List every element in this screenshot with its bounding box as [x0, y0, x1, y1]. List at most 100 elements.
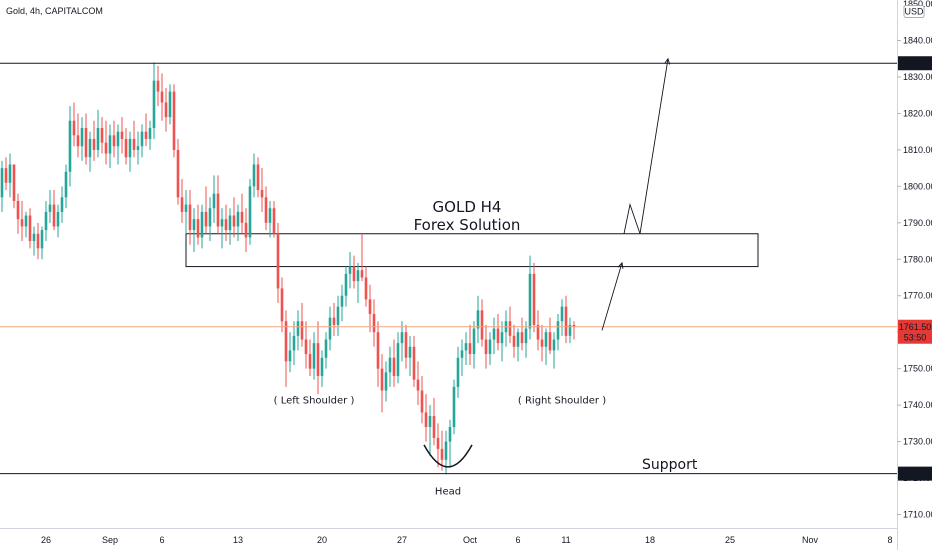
candle[interactable]: [532, 262, 536, 333]
candle[interactable]: [368, 284, 372, 333]
candle[interactable]: [232, 197, 236, 238]
candle[interactable]: [484, 324, 488, 369]
candle[interactable]: [108, 124, 112, 169]
candle[interactable]: [164, 87, 168, 132]
candle[interactable]: [8, 153, 12, 198]
candle[interactable]: [248, 179, 252, 245]
candle[interactable]: [208, 197, 212, 242]
candle[interactable]: [80, 117, 84, 161]
candle[interactable]: [324, 332, 328, 369]
candle[interactable]: [572, 321, 576, 340]
candle[interactable]: [124, 128, 128, 165]
candle[interactable]: [48, 190, 52, 223]
candle[interactable]: [564, 295, 568, 344]
candle[interactable]: [412, 335, 416, 387]
candle[interactable]: [560, 299, 564, 336]
candle[interactable]: [132, 120, 136, 158]
candle[interactable]: [464, 332, 468, 366]
candle[interactable]: [172, 84, 176, 158]
candle[interactable]: [24, 211, 28, 238]
candle[interactable]: [524, 321, 528, 358]
candle[interactable]: [180, 179, 184, 223]
candle[interactable]: [152, 62, 156, 139]
candle[interactable]: [40, 226, 44, 260]
candle[interactable]: [120, 117, 124, 154]
time-axis[interactable]: 26 Sep 6 13 20 27 Oct 6 11 18 25 Nov 8: [0, 528, 897, 546]
candle[interactable]: [136, 131, 140, 165]
candle[interactable]: [416, 361, 420, 406]
candle[interactable]: [452, 379, 456, 435]
candle[interactable]: [440, 430, 444, 471]
candle[interactable]: [404, 324, 408, 369]
candle[interactable]: [168, 84, 172, 125]
candle[interactable]: [20, 200, 24, 242]
candle[interactable]: [488, 332, 492, 366]
candle[interactable]: [56, 204, 60, 238]
price-axis[interactable]: 1710.001720.001730.001740.001750.001760.…: [897, 0, 932, 550]
candle[interactable]: [480, 299, 484, 347]
candle[interactable]: [388, 346, 392, 387]
candle[interactable]: [68, 106, 72, 187]
candle[interactable]: [436, 423, 440, 468]
candle[interactable]: [144, 113, 148, 147]
candle[interactable]: [16, 193, 20, 234]
candle[interactable]: [92, 120, 96, 161]
candle[interactable]: [32, 226, 36, 256]
candle[interactable]: [268, 200, 272, 238]
candle[interactable]: [476, 295, 480, 344]
candle[interactable]: [60, 186, 64, 223]
candle[interactable]: [328, 306, 332, 351]
candle[interactable]: [288, 332, 292, 373]
candle[interactable]: [44, 200, 48, 242]
candle[interactable]: [128, 131, 132, 172]
candle[interactable]: [468, 324, 472, 366]
candle[interactable]: [276, 222, 280, 304]
candle[interactable]: [344, 266, 348, 307]
candle[interactable]: [176, 138, 180, 205]
candle[interactable]: [544, 328, 548, 366]
candle[interactable]: [308, 339, 312, 376]
candle[interactable]: [552, 332, 556, 369]
candle[interactable]: [64, 164, 68, 209]
candle[interactable]: [520, 317, 524, 351]
candle[interactable]: [224, 204, 228, 242]
candle[interactable]: [76, 113, 80, 158]
candle[interactable]: [72, 102, 76, 147]
candle[interactable]: [244, 208, 248, 252]
candle[interactable]: [296, 310, 300, 351]
candle[interactable]: [4, 157, 8, 191]
candle[interactable]: [380, 354, 384, 413]
candle[interactable]: [100, 117, 104, 154]
candle[interactable]: [28, 208, 32, 249]
candle[interactable]: [448, 419, 452, 468]
candle[interactable]: [192, 208, 196, 252]
candle[interactable]: [492, 317, 496, 355]
candle[interactable]: [536, 310, 540, 351]
currency-badge[interactable]: [903, 5, 925, 18]
candle[interactable]: [184, 190, 188, 234]
candle[interactable]: [220, 208, 224, 249]
candles[interactable]: [0, 62, 576, 475]
candle[interactable]: [304, 321, 308, 369]
candle[interactable]: [212, 175, 216, 223]
candle[interactable]: [200, 204, 204, 249]
candle[interactable]: [332, 303, 336, 336]
candle[interactable]: [312, 332, 316, 380]
candle[interactable]: [188, 190, 192, 245]
candle[interactable]: [300, 303, 304, 347]
candle[interactable]: [396, 332, 400, 384]
candle[interactable]: [112, 120, 116, 158]
candle[interactable]: [116, 124, 120, 165]
candle[interactable]: [96, 109, 100, 158]
candle[interactable]: [500, 321, 504, 362]
candle[interactable]: [548, 317, 552, 355]
candle[interactable]: [456, 346, 460, 398]
candle[interactable]: [148, 120, 152, 150]
candle[interactable]: [392, 339, 396, 387]
candle[interactable]: [340, 284, 344, 322]
candle[interactable]: [556, 313, 560, 351]
candle[interactable]: [420, 375, 424, 424]
candle[interactable]: [376, 321, 380, 387]
candle[interactable]: [320, 350, 324, 387]
